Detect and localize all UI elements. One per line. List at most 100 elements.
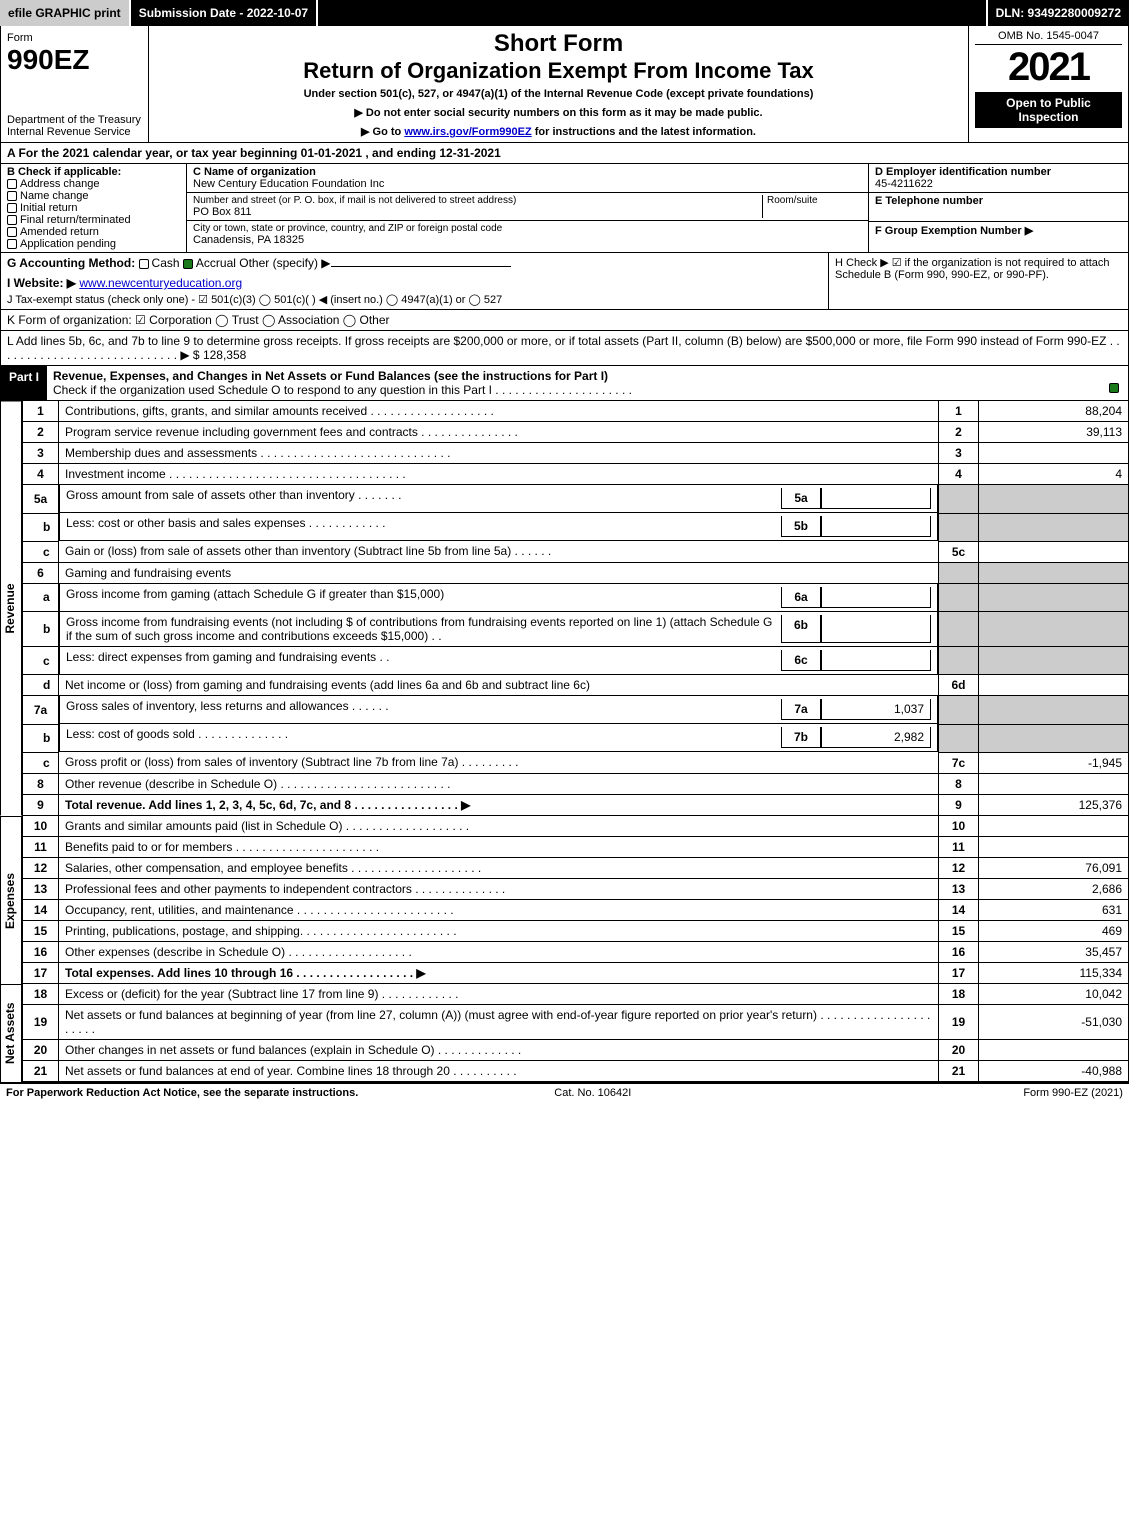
line-20-desc: Other changes in net assets or fund bala… <box>59 1039 939 1060</box>
line-2-val: 39,113 <box>979 422 1129 443</box>
room-suite-label: Room/suite <box>767 195 862 206</box>
line-18-ln: 18 <box>939 984 979 1005</box>
org-name: New Century Education Foundation Inc <box>193 178 862 190</box>
line-1-val: 88,204 <box>979 401 1129 422</box>
line-9-num: 9 <box>23 794 59 815</box>
net-assets-section-label: Net Assets <box>0 984 22 1082</box>
line-4-num: 4 <box>23 464 59 485</box>
line-10-ln: 10 <box>939 816 979 837</box>
line-12-ln: 12 <box>939 857 979 878</box>
line-20-ln: 20 <box>939 1039 979 1060</box>
line-16-num: 16 <box>23 941 59 962</box>
form-version: Form 990-EZ (2021) <box>1023 1087 1123 1099</box>
accrual-label: Accrual <box>196 256 236 270</box>
paperwork-notice: For Paperwork Reduction Act Notice, see … <box>6 1087 358 1099</box>
omb-number: OMB No. 1545-0047 <box>975 30 1122 45</box>
checkbox-address-change[interactable]: Address change <box>7 178 180 190</box>
line-7c-num: c <box>23 752 59 773</box>
section-b-label: B Check if applicable: <box>7 166 180 178</box>
line-3-desc: Membership dues and assessments . . . . … <box>59 443 939 464</box>
line-21-val: -40,988 <box>979 1060 1129 1081</box>
checkbox-application-pending[interactable]: Application pending <box>7 238 180 250</box>
section-h-schedule-b: H Check ▶ ☑ if the organization is not r… <box>828 253 1128 309</box>
line-11-desc: Benefits paid to or for members . . . . … <box>59 836 939 857</box>
submission-date-label: Submission Date - 2022-10-07 <box>131 0 318 26</box>
instruction-2-pre: ▶ Go to <box>361 126 404 138</box>
checkbox-amended-return[interactable]: Amended return <box>7 226 180 238</box>
line-2-desc: Program service revenue including govern… <box>59 422 939 443</box>
part-i-title: Revenue, Expenses, and Changes in Net As… <box>53 369 608 383</box>
part-i-subtitle: Check if the organization used Schedule … <box>53 383 632 397</box>
line-10-num: 10 <box>23 816 59 837</box>
checkbox-name-change[interactable]: Name change <box>7 190 180 202</box>
line-15-val: 469 <box>979 920 1129 941</box>
line-18-val: 10,042 <box>979 984 1129 1005</box>
catalog-number: Cat. No. 10642I <box>554 1087 631 1099</box>
line-20-val <box>979 1039 1129 1060</box>
instruction-2-post: for instructions and the latest informat… <box>532 126 756 138</box>
line-5a-num: 5a <box>23 485 59 514</box>
city-label: City or town, state or province, country… <box>193 223 862 234</box>
line-13-ln: 13 <box>939 878 979 899</box>
line-9-desc: Total revenue. Add lines 1, 2, 3, 4, 5c,… <box>59 794 939 815</box>
checkbox-initial-return[interactable]: Initial return <box>7 202 180 214</box>
line-12-val: 76,091 <box>979 857 1129 878</box>
line-19-num: 19 <box>23 1004 59 1039</box>
checkbox-final-return[interactable]: Final return/terminated <box>7 214 180 226</box>
accounting-method-label: G Accounting Method: <box>7 256 135 270</box>
org-name-label: C Name of organization <box>193 166 862 178</box>
line-6d-ln: 6d <box>939 675 979 696</box>
line-1-desc: Contributions, gifts, grants, and simila… <box>59 401 939 422</box>
form-number: 990EZ <box>7 44 90 75</box>
line-7c-desc: Gross profit or (loss) from sales of inv… <box>59 752 939 773</box>
line-17-ln: 17 <box>939 962 979 983</box>
line-6d-desc: Net income or (loss) from gaming and fun… <box>59 675 939 696</box>
line-5b-desc: Less: cost or other basis and sales expe… <box>59 513 938 541</box>
line-11-num: 11 <box>23 836 59 857</box>
line-19-desc: Net assets or fund balances at beginning… <box>59 1004 939 1039</box>
line-5c-num: c <box>23 541 59 562</box>
line-21-desc: Net assets or fund balances at end of ye… <box>59 1060 939 1081</box>
line-2-ln: 2 <box>939 422 979 443</box>
line-7c-val: -1,945 <box>979 752 1129 773</box>
line-6d-val <box>979 675 1129 696</box>
line-7b-desc: Less: cost of goods sold . . . . . . . .… <box>59 724 938 752</box>
line-6b-desc: Gross income from fundraising events (no… <box>59 612 938 647</box>
section-j-tax-exempt: J Tax-exempt status (check only one) - ☑… <box>7 293 822 306</box>
group-exemption-label: F Group Exemption Number ▶ <box>875 224 1122 237</box>
main-title: Return of Organization Exempt From Incom… <box>155 58 962 84</box>
line-5c-val <box>979 541 1129 562</box>
street-value: PO Box 811 <box>193 206 762 218</box>
line-20-num: 20 <box>23 1039 59 1060</box>
website-link[interactable]: www.newcenturyeducation.org <box>79 276 242 290</box>
tax-year: 2021 <box>975 45 1122 90</box>
section-l-value: 128,358 <box>203 348 246 362</box>
line-6-desc: Gaming and fundraising events <box>59 562 939 583</box>
line-21-ln: 21 <box>939 1060 979 1081</box>
line-17-num: 17 <box>23 962 59 983</box>
short-form-title: Short Form <box>155 30 962 58</box>
line-9-ln: 9 <box>939 794 979 815</box>
line-19-val: -51,030 <box>979 1004 1129 1039</box>
line-14-desc: Occupancy, rent, utilities, and maintena… <box>59 899 939 920</box>
irs-link[interactable]: www.irs.gov/Form990EZ <box>404 126 531 138</box>
checkbox-accrual[interactable] <box>183 259 193 269</box>
line-5c-ln: 5c <box>939 541 979 562</box>
dln-label: DLN: 93492280009272 <box>986 0 1129 26</box>
section-a-tax-year: A For the 2021 calendar year, or tax yea… <box>0 143 1129 164</box>
checkbox-cash[interactable] <box>139 259 149 269</box>
instruction-1: ▶ Do not enter social security numbers o… <box>155 106 962 119</box>
section-k-form-of-org: K Form of organization: ☑ Corporation ◯ … <box>0 310 1129 331</box>
line-8-val <box>979 773 1129 794</box>
line-5a-desc: Gross amount from sale of assets other t… <box>59 485 938 513</box>
ein-value: 45-4211622 <box>875 178 1122 190</box>
website-label: I Website: ▶ <box>7 276 76 290</box>
line-18-num: 18 <box>23 984 59 1005</box>
section-l-text: L Add lines 5b, 6c, and 7b to line 9 to … <box>7 334 1120 362</box>
city-value: Canadensis, PA 18325 <box>193 234 862 246</box>
line-17-desc: Total expenses. Add lines 10 through 16 … <box>59 962 939 983</box>
line-5c-desc: Gain or (loss) from sale of assets other… <box>59 541 939 562</box>
checkbox-schedule-o[interactable] <box>1109 383 1119 393</box>
line-5b-num: b <box>23 513 59 541</box>
line-10-val <box>979 816 1129 837</box>
